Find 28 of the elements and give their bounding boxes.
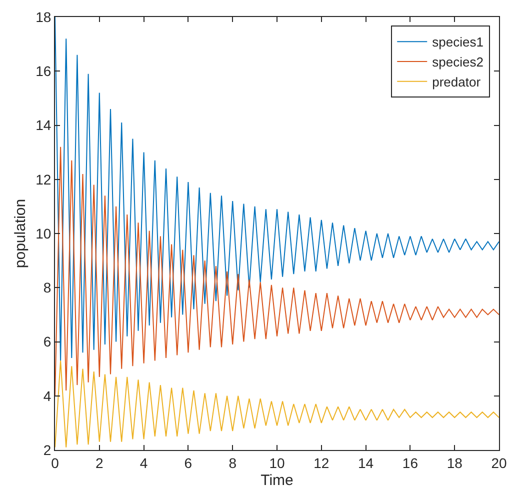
x-tick-label: 18 [446,454,463,471]
x-tick-label: 4 [140,454,148,471]
y-tick-label: 6 [43,334,52,350]
legend-label: predator [432,74,482,90]
x-tick-label: 16 [402,454,418,471]
x-tick-label: 8 [228,454,237,471]
y-tick-label: 10 [36,225,52,242]
y-tick-label: 18 [36,8,52,25]
legend-label: species1 [432,34,484,50]
y-tick-label: 14 [36,117,52,134]
x-tick-label: 20 [491,454,507,471]
y-tick-label: 2 [43,442,52,458]
line-series [55,17,499,362]
y-tick-label: 8 [43,280,52,296]
x-tick-label: 0 [51,454,60,471]
y-tick-label: 16 [36,63,52,80]
x-tick-label: 10 [269,454,285,471]
x-tick-label: 14 [358,454,374,471]
x-axis-title: Time [260,472,294,489]
x-tick-label: 6 [184,454,192,471]
y-tick-label: 12 [36,171,52,188]
line-series [55,360,499,448]
y-axis-title: population [12,198,29,268]
legend-label: species2 [432,54,484,70]
line-series [55,146,499,396]
x-tick-label: 12 [314,454,330,471]
x-tick-label: 2 [96,454,104,471]
y-tick-label: 4 [43,388,52,404]
